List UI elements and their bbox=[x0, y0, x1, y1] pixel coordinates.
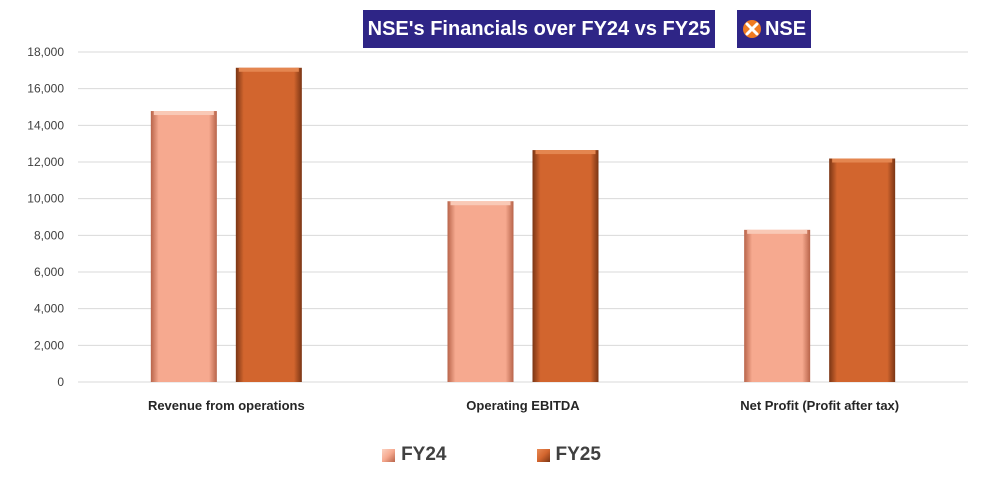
bar-bevel-top bbox=[238, 67, 299, 72]
y-tick-label: 12,000 bbox=[27, 155, 64, 169]
legend-item-fy25: FY25 bbox=[536, 444, 601, 466]
bar-bevel-top bbox=[450, 201, 511, 206]
legend-label-fy25: FY25 bbox=[555, 444, 601, 465]
bar-bevel-top bbox=[832, 158, 893, 163]
legend-label-fy24: FY24 bbox=[401, 444, 447, 465]
y-axis: 0 2,000 4,000 6,000 8,000 10,000 12,000 14,000 1… bbox=[27, 45, 64, 389]
x-category-label: Operating EBITDA bbox=[466, 398, 580, 413]
y-tick-label: 16,000 bbox=[27, 82, 64, 96]
y-tick-label: 8,000 bbox=[34, 228, 64, 242]
y-tick-label: 18,000 bbox=[27, 45, 64, 59]
bar-bevel-top bbox=[535, 150, 596, 155]
y-tick-label: 0 bbox=[57, 375, 64, 389]
legend-swatch-fy24 bbox=[382, 448, 396, 462]
nse-logo: NSE bbox=[737, 10, 811, 48]
x-category-label: Net Profit (Profit after tax) bbox=[740, 398, 899, 413]
y-tick-label: 14,000 bbox=[27, 118, 64, 132]
bar-fy25-1 bbox=[532, 150, 599, 382]
y-tick-label: 6,000 bbox=[34, 265, 64, 279]
legend-swatch-fy25 bbox=[536, 448, 550, 462]
bar-fy25-0 bbox=[235, 67, 302, 383]
bar-bevel-top bbox=[153, 111, 214, 116]
y-tick-label: 2,000 bbox=[34, 338, 64, 352]
x-category-label: Revenue from operations bbox=[148, 398, 305, 413]
legend-item-fy24: FY24 bbox=[382, 444, 447, 466]
x-axis: Revenue from operations Operating EBITDA N… bbox=[148, 398, 899, 413]
legend: FY24 FY25 bbox=[0, 438, 983, 472]
y-tick-label: 4,000 bbox=[34, 302, 64, 316]
y-tick-label: 10,000 bbox=[27, 192, 64, 206]
bar-fy24-1 bbox=[447, 201, 514, 382]
nse-logo-text: NSE bbox=[764, 17, 807, 40]
nse-logo-icon bbox=[742, 20, 761, 38]
bar-bevel-top bbox=[747, 229, 808, 234]
bar-fy25-2 bbox=[829, 158, 896, 382]
gridlines bbox=[78, 51, 968, 383]
bar-fy24-0 bbox=[150, 111, 217, 383]
bars bbox=[150, 67, 896, 383]
chart-title: NSE's Financials over FY24 vs FY25 bbox=[363, 10, 715, 48]
bar-fy24-2 bbox=[744, 229, 811, 382]
chart-title-text: NSE's Financials over FY24 vs FY25 bbox=[367, 17, 711, 40]
